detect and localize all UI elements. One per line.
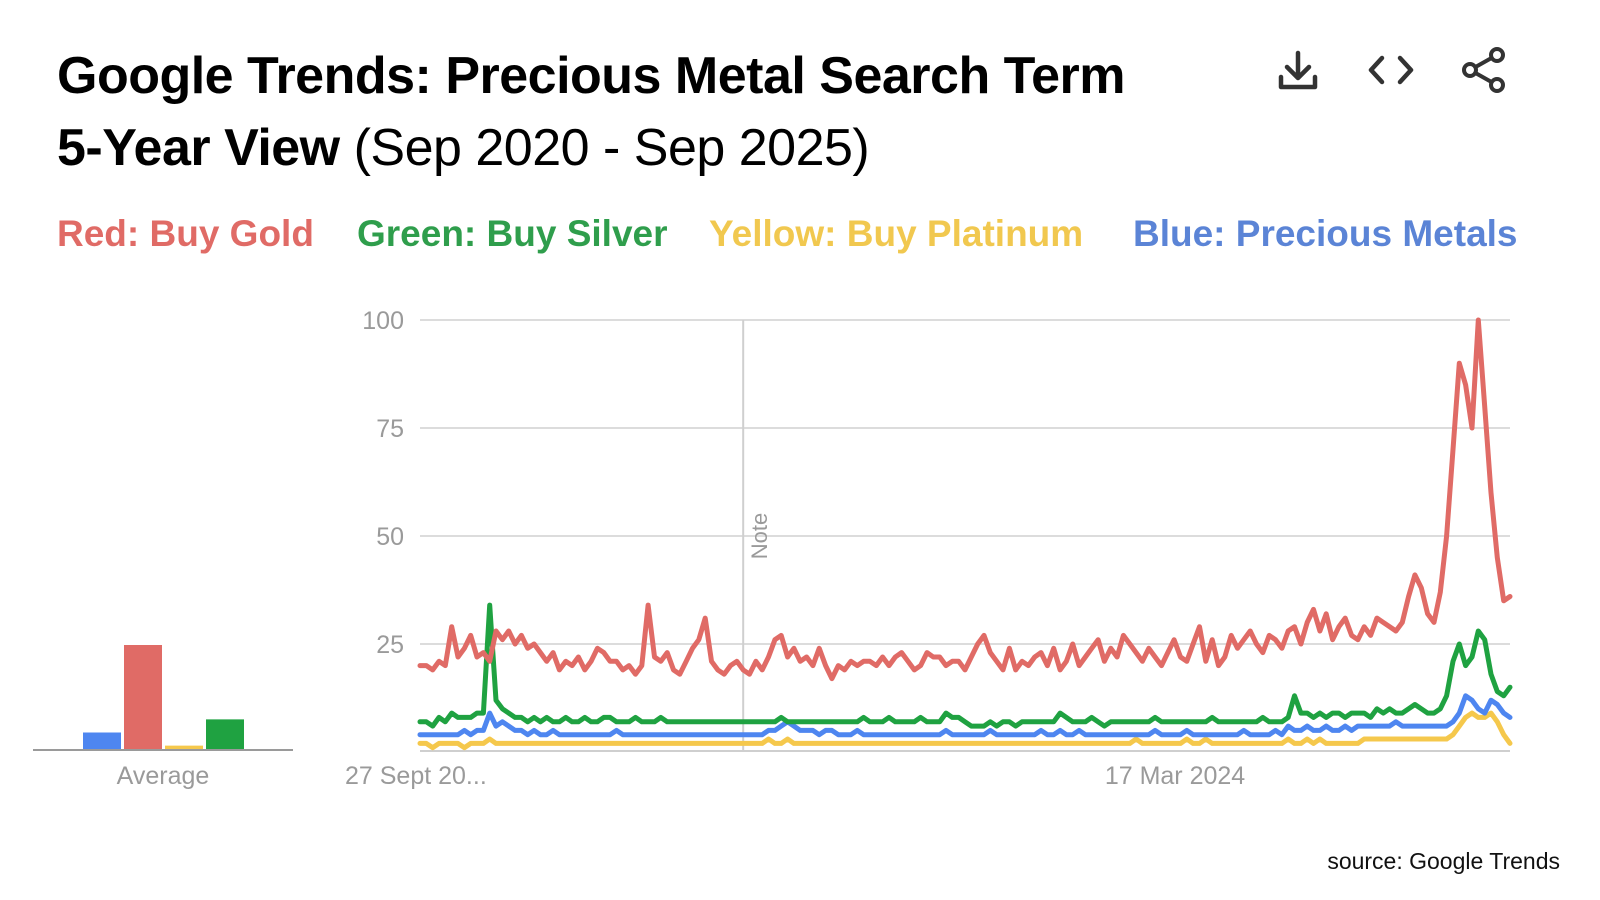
x-tick-label-start: 27 Sept 20...	[345, 762, 487, 790]
legend: Red: Buy Gold Green: Buy Silver Yellow: …	[57, 212, 1567, 256]
series-line-red-buy-gold	[417, 317, 1513, 682]
y-tick-label: 25	[376, 631, 404, 659]
legend-item-buy-platinum: Yellow: Buy Platinum	[709, 213, 1084, 254]
source-credit: source: Google Trends	[1327, 848, 1560, 874]
title-line-1: Google Trends: Precious Metal Search Ter…	[57, 40, 1277, 112]
average-bar-red	[124, 645, 162, 750]
y-tick-label: 100	[362, 307, 404, 335]
average-bar-yellow	[165, 745, 203, 750]
legend-item-precious-metals: Blue: Precious Metals	[1133, 213, 1518, 254]
page-title: Google Trends: Precious Metal Search Ter…	[57, 40, 1277, 184]
x-tick-label-mid: 17 Mar 2024	[1105, 762, 1245, 790]
code-icon[interactable]	[1363, 42, 1419, 98]
series-line-blue-precious-metals	[417, 693, 1513, 738]
axis-labels: 100 75 50 25 Note 27 Sept 20... 17 Mar 2024	[345, 307, 1245, 790]
title-line-1-text: Google Trends: Precious Metal Search Ter…	[57, 47, 1125, 105]
note-label: Note	[747, 513, 772, 559]
title-line-2-bold: 5-Year View	[57, 119, 340, 177]
download-icon[interactable]	[1270, 42, 1326, 98]
y-tick-label: 50	[376, 523, 404, 551]
average-label: Average	[117, 762, 210, 790]
series-line-green-buy-silver	[417, 602, 1513, 729]
series-line-yellow-buy-platinum	[417, 710, 1513, 751]
legend-item-buy-silver: Green: Buy Silver	[357, 213, 668, 254]
chart-toolbar	[1278, 42, 1560, 102]
gridlines	[420, 319, 1510, 752]
legend-item-buy-gold: Red: Buy Gold	[57, 213, 314, 254]
series-lines	[417, 317, 1513, 751]
average-bar-chart: Average	[33, 645, 293, 790]
y-tick-label: 75	[376, 415, 404, 443]
share-icon[interactable]	[1456, 42, 1512, 98]
average-bar-green	[206, 719, 244, 750]
title-line-2: 5-Year View (Sep 2020 - Sep 2025)	[57, 112, 1277, 184]
average-bar-blue	[83, 732, 121, 750]
title-line-2-date-range: (Sep 2020 - Sep 2025)	[339, 119, 870, 177]
